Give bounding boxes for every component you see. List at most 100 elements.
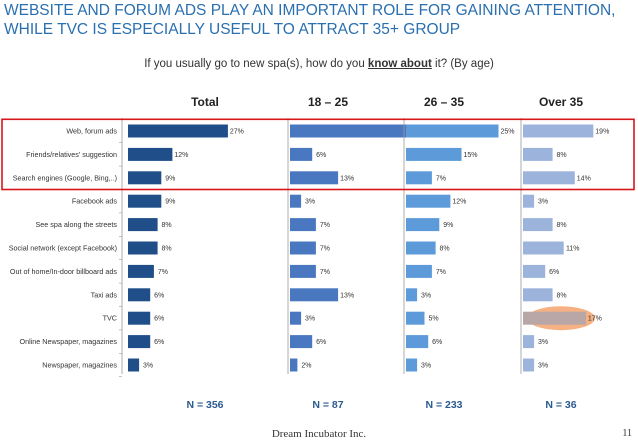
data-label: 12% <box>174 152 188 159</box>
category-label: Newspaper, magazines <box>42 361 117 370</box>
data-label: 6% <box>316 152 326 159</box>
bar <box>523 264 546 278</box>
category-label: See spa along the streets <box>35 220 117 229</box>
data-label: 12% <box>452 199 466 206</box>
data-label: 6% <box>154 339 164 346</box>
category-label: Taxi ads <box>91 290 118 299</box>
data-label: 6% <box>154 316 164 323</box>
category-label: Web, forum ads <box>66 127 117 136</box>
bar <box>406 147 462 161</box>
bar <box>406 171 432 185</box>
bar <box>128 241 158 255</box>
category-label: Facebook ads <box>72 197 118 206</box>
question-text-post: it? (By age) <box>431 58 494 70</box>
question-text-pre: If you usually go to new spa(s), how do … <box>144 58 368 70</box>
data-label: 14% <box>577 175 591 182</box>
page-number: 11 <box>622 428 632 439</box>
data-label: 25% <box>500 129 514 136</box>
data-label: 6% <box>432 339 442 346</box>
category-label: Friends/relatives' suggestion <box>26 150 117 159</box>
data-label: 3% <box>538 339 548 346</box>
chart-question: If you usually go to new spa(s), how do … <box>0 58 638 70</box>
bar <box>128 124 228 138</box>
bar <box>523 311 586 325</box>
data-label: 7% <box>320 246 330 253</box>
panel-sample-size: N = 36 <box>545 399 576 411</box>
bar <box>406 264 432 278</box>
panel-sample-size: N = 87 <box>312 399 343 411</box>
bar <box>128 358 140 372</box>
data-label: 13% <box>340 292 354 299</box>
data-label: 3% <box>421 363 431 370</box>
category-label: Online Newspaper, magazines <box>20 337 118 346</box>
data-label: 8% <box>440 246 450 253</box>
data-label: 3% <box>538 199 548 206</box>
data-label: 8% <box>557 152 567 159</box>
bar <box>128 147 173 161</box>
bar <box>406 218 440 232</box>
data-label: 19% <box>595 129 609 136</box>
data-label: 3% <box>538 363 548 370</box>
data-label: 7% <box>320 269 330 276</box>
data-label: 27% <box>230 129 244 136</box>
bar <box>523 358 535 372</box>
bar <box>406 124 499 138</box>
data-label: 8% <box>557 292 567 299</box>
category-label: Social network (except Facebook) <box>9 244 117 253</box>
bar <box>290 194 302 208</box>
bar <box>406 288 418 302</box>
data-label: 9% <box>165 199 175 206</box>
bar <box>290 171 339 185</box>
data-label: 13% <box>340 175 354 182</box>
data-label: 3% <box>421 292 431 299</box>
bar <box>523 335 535 349</box>
bar <box>523 171 575 185</box>
highlight-box <box>1 118 635 191</box>
panel-sample-size: N = 233 <box>425 399 462 411</box>
data-label: 8% <box>162 222 172 229</box>
bar <box>128 311 151 325</box>
data-label: 7% <box>158 269 168 276</box>
bar <box>290 335 313 349</box>
data-label: 8% <box>557 222 567 229</box>
bar <box>290 218 316 232</box>
question-emphasis: know about <box>367 58 432 70</box>
data-label: 3% <box>305 199 315 206</box>
panel-header: 26 – 35 <box>424 95 464 109</box>
bar <box>406 241 436 255</box>
panel-header: Total <box>191 95 219 109</box>
bar <box>406 194 451 208</box>
bar <box>523 218 553 232</box>
bar <box>128 335 151 349</box>
data-label: 15% <box>463 152 477 159</box>
data-label: 17% <box>588 316 602 323</box>
bar <box>290 288 339 302</box>
data-label: 9% <box>165 175 175 182</box>
bar <box>290 124 413 138</box>
category-label: TVC <box>103 314 117 323</box>
bar <box>523 241 564 255</box>
category-label: Search engines (Google, Bing,..) <box>13 173 117 182</box>
bar <box>290 358 298 372</box>
footer-company: Dream Incubator Inc. <box>271 428 367 440</box>
bar <box>290 264 316 278</box>
bar <box>290 241 316 255</box>
bar <box>128 264 154 278</box>
bar <box>406 311 425 325</box>
category-label: Out of home/In-door billboard ads <box>10 267 117 276</box>
bar <box>128 218 158 232</box>
bar <box>290 147 313 161</box>
bar <box>128 171 162 185</box>
data-label: 3% <box>305 316 315 323</box>
data-label: 7% <box>320 222 330 229</box>
bar <box>523 147 553 161</box>
data-label: 6% <box>549 269 559 276</box>
panel-header: 18 – 25 <box>308 95 348 109</box>
bar <box>523 124 594 138</box>
bar <box>523 194 535 208</box>
data-label: 8% <box>162 246 172 253</box>
bar <box>523 288 553 302</box>
data-label: 3% <box>143 363 153 370</box>
data-label: 7% <box>436 269 446 276</box>
